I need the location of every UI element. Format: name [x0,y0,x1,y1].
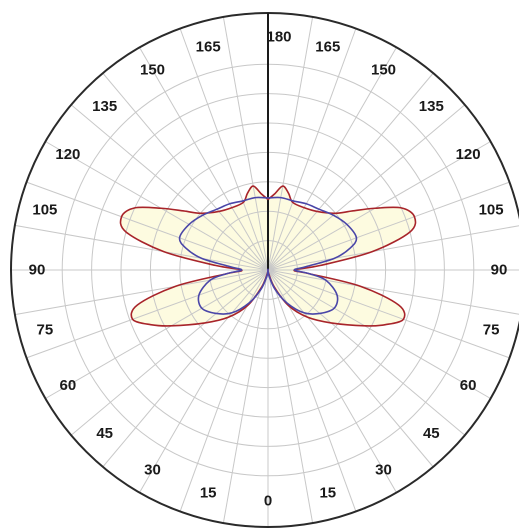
grid-spoke [102,269,269,468]
grid-spoke [267,104,466,271]
angle-tick-label: 105 [479,202,504,219]
angle-tick-label: 0 [264,493,272,510]
grid-spoke [267,28,357,271]
angle-tick-label: 15 [319,485,336,502]
angle-tick-label: 45 [96,425,113,442]
angle-tick-label: 120 [55,146,80,163]
grid-spoke [45,269,269,399]
angle-tick-label: 75 [37,321,54,338]
grid-spoke [14,224,269,271]
angle-tick-label: 75 [483,321,500,338]
grid-spoke [267,269,510,359]
angle-tick-label: 45 [423,425,440,442]
angle-tick-label: 90 [29,262,46,279]
grid-spoke [267,225,519,271]
angle-tick-label: 105 [32,202,57,219]
angle-tick-label: 165 [196,38,221,55]
angle-tick-labels: 0 15 30 45 60 75 90 105 120 135 150 165 180 165 150 135… [29,29,508,510]
grid-spoke [267,141,491,271]
angle-tick-label: 135 [92,98,117,115]
grid-spoke [70,269,269,436]
angle-tick-label: 150 [140,61,165,78]
grid-spoke [26,181,269,271]
grid-spoke [139,47,269,271]
angle-tick-label: 90 [491,262,508,279]
grid-spoke [70,104,269,271]
angle-tick-label: 120 [456,146,481,163]
angle-tick-label: 60 [460,377,477,394]
angle-tick-label: 60 [60,377,77,394]
grid-spoke [267,16,314,271]
grid-spoke [267,181,510,271]
grid-spoke [222,16,269,271]
grid-spoke [26,269,269,359]
polar-grid [10,12,519,528]
series-lines [119,185,417,327]
grid-spoke [102,72,269,271]
grid-spoke [14,269,269,316]
grid-spoke [179,28,269,271]
angle-tick-label: 30 [144,462,161,479]
grid-spoke [267,269,357,512]
angle-tick-label: 30 [375,462,392,479]
grid-spoke [267,269,491,399]
angle-tick-label: 150 [371,61,396,78]
grid-spoke [267,47,397,271]
angle-tick-label: 15 [200,485,217,502]
grid-spoke [267,72,434,271]
grid-spoke [45,141,269,271]
angle-tick-label: 165 [315,38,340,55]
grid-spoke [179,269,269,512]
angle-tick-label: 135 [419,98,444,115]
angle-tick-label: 180 [266,29,291,46]
series-line-1 [178,196,358,315]
grid-spoke [267,269,519,315]
grid-spoke [267,269,466,436]
grid-spoke [267,269,434,468]
grid-spoke [222,269,269,524]
grid-spoke [267,269,314,524]
